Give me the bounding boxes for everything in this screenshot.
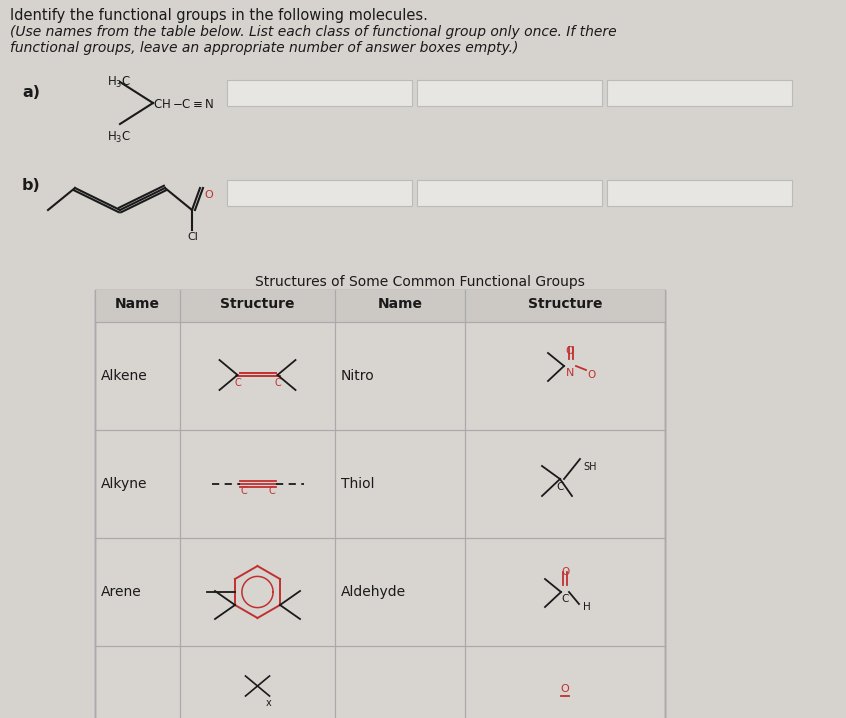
Text: C: C <box>268 486 275 496</box>
FancyBboxPatch shape <box>607 80 792 106</box>
Text: C: C <box>561 594 569 604</box>
Text: O: O <box>204 190 212 200</box>
FancyBboxPatch shape <box>227 180 412 206</box>
Text: C: C <box>234 378 241 388</box>
Text: b): b) <box>22 178 41 193</box>
Text: O: O <box>561 684 569 694</box>
Text: Structures of Some Common Functional Groups: Structures of Some Common Functional Gro… <box>255 275 585 289</box>
Text: H: H <box>583 602 591 612</box>
Text: SH: SH <box>583 462 596 472</box>
Text: $\mathsf{H_3C}$: $\mathsf{H_3C}$ <box>107 75 131 90</box>
Text: $\mathsf{-C{\equiv}N}$: $\mathsf{-C{\equiv}N}$ <box>172 98 214 111</box>
Text: Arene: Arene <box>101 585 142 599</box>
Text: C: C <box>240 486 247 496</box>
Text: Structure: Structure <box>220 297 294 311</box>
FancyBboxPatch shape <box>227 80 412 106</box>
Text: Nitro: Nitro <box>341 369 375 383</box>
Text: (Use names from the table below. List each class of functional group only once. : (Use names from the table below. List ea… <box>10 25 617 39</box>
Text: O: O <box>561 567 569 577</box>
Text: $\mathsf{H_3C}$: $\mathsf{H_3C}$ <box>107 130 131 145</box>
Text: O: O <box>588 370 596 380</box>
Text: x: x <box>266 698 272 708</box>
Text: Identify the functional groups in the following molecules.: Identify the functional groups in the fo… <box>10 8 428 23</box>
Text: a): a) <box>22 85 40 100</box>
Text: Alkene: Alkene <box>101 369 148 383</box>
FancyBboxPatch shape <box>607 180 792 206</box>
Text: $\mathsf{CH}$: $\mathsf{CH}$ <box>153 98 171 111</box>
Text: C: C <box>274 378 281 388</box>
Text: functional groups, leave an appropriate number of answer boxes empty.): functional groups, leave an appropriate … <box>10 41 519 55</box>
Text: N: N <box>566 368 574 378</box>
Text: Thiol: Thiol <box>341 477 375 491</box>
Text: Cl: Cl <box>187 232 198 242</box>
FancyBboxPatch shape <box>95 290 665 718</box>
Text: C: C <box>557 482 563 492</box>
Text: Aldehyde: Aldehyde <box>341 585 406 599</box>
FancyBboxPatch shape <box>95 290 665 322</box>
Text: Name: Name <box>377 297 422 311</box>
Text: Alkyne: Alkyne <box>101 477 147 491</box>
FancyBboxPatch shape <box>417 80 602 106</box>
FancyBboxPatch shape <box>417 180 602 206</box>
Text: Name: Name <box>115 297 160 311</box>
Text: Structure: Structure <box>528 297 602 311</box>
Text: O: O <box>566 346 574 356</box>
